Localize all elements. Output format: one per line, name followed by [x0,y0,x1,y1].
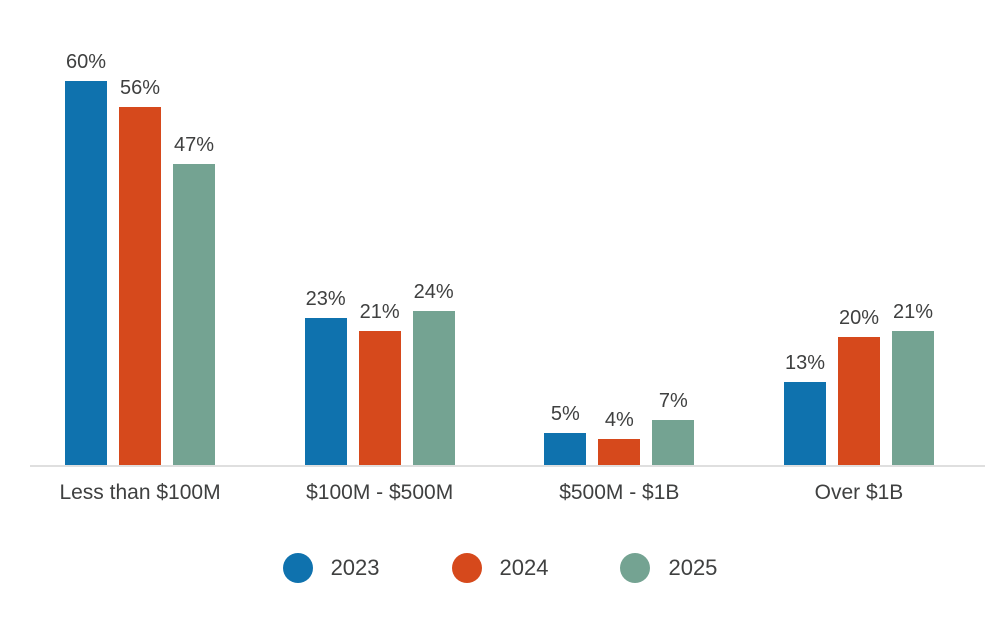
x-axis-category-text: $100M - $500M [306,481,454,504]
bar-2025: 21% [891,301,934,465]
bar-2024: 4% [598,409,641,465]
bar-value-label: 47% [173,134,215,156]
x-axis-category-text: Over $1B [814,481,904,504]
bar-value-label: 56% [119,77,161,99]
bar-rect-2025 [173,164,215,465]
bar-value-label: 21% [892,301,933,323]
bar-2024: 20% [837,307,880,465]
bar-rect-2024 [598,439,641,465]
bar-2025: 24% [412,281,455,465]
bar-rect-2023 [783,382,826,465]
legend-label: 2023 [330,555,380,580]
bar-rect-2023 [304,318,347,465]
bar-2023: 60% [65,51,107,465]
grouped-bar-chart: 60% 56% 47% 23% 21% 24% 5% 4% 7% 13% 20% 21% Less t… [0,46,1000,583]
bar-2023: 13% [783,352,826,465]
bar-group: 13% 20% 21% [783,301,934,465]
bar-groups: 60% 56% 47% 23% 21% 24% 5% 4% 7% 13% 20% 21% [0,51,1000,465]
x-axis-category-label: $500M - $1B [544,481,694,505]
bar-value-label: 4% [604,409,634,431]
bar-2024: 56% [119,77,161,465]
bar-value-label: 20% [838,307,879,329]
bar-rect-2025 [412,311,455,465]
legend: 2023 2024 2025 [0,553,1000,583]
bar-value-label: 7% [658,390,688,412]
bar-2025: 47% [173,134,215,465]
bar-value-label: 5% [550,403,580,425]
legend-item-2024: 2024 [451,553,549,583]
x-axis-line [30,465,985,467]
bar-value-label: 13% [784,352,825,374]
bar-value-label: 60% [65,51,107,73]
plot-area: 60% 56% 47% 23% 21% 24% 5% 4% 7% 13% 20% 21% [0,46,1000,467]
legend-item-2023: 2023 [282,553,380,583]
bar-group: 23% 21% 24% [304,281,455,465]
x-axis-category-label: Less than $100M [59,481,220,505]
x-axis-category-label: $100M - $500M [305,481,455,505]
x-axis-labels: Less than $100M $100M - $500M $500M - $1B O… [0,481,1000,505]
legend-item-2025: 2025 [620,553,717,583]
bar-value-label: 21% [359,301,400,323]
legend-label: 2024 [499,555,549,580]
bar-rect-2024 [837,337,880,465]
bar-rect-2025 [891,331,934,465]
x-axis-category-text: $500M - $1B [559,481,680,504]
legend-swatch-icon [620,553,651,583]
bar-2025: 7% [652,390,695,465]
bar-group: 60% 56% 47% [65,51,215,465]
legend-swatch-icon [282,553,313,583]
bar-2024: 21% [358,301,401,465]
bar-2023: 23% [304,288,347,465]
x-axis-category-text: Less than $100M [59,481,221,504]
legend-label: 2025 [668,555,718,580]
bar-rect-2024 [358,331,401,465]
bar-rect-2023 [544,433,587,465]
bar-rect-2025 [652,420,695,465]
bar-rect-2024 [119,107,161,465]
bar-2023: 5% [544,403,587,465]
x-axis-category-label: Over $1B [784,481,934,505]
bar-value-label: 24% [413,281,454,303]
legend-swatch-icon [451,553,482,583]
bar-rect-2023 [65,81,107,465]
bar-group: 5% 4% 7% [544,390,695,465]
bar-value-label: 23% [305,288,346,310]
